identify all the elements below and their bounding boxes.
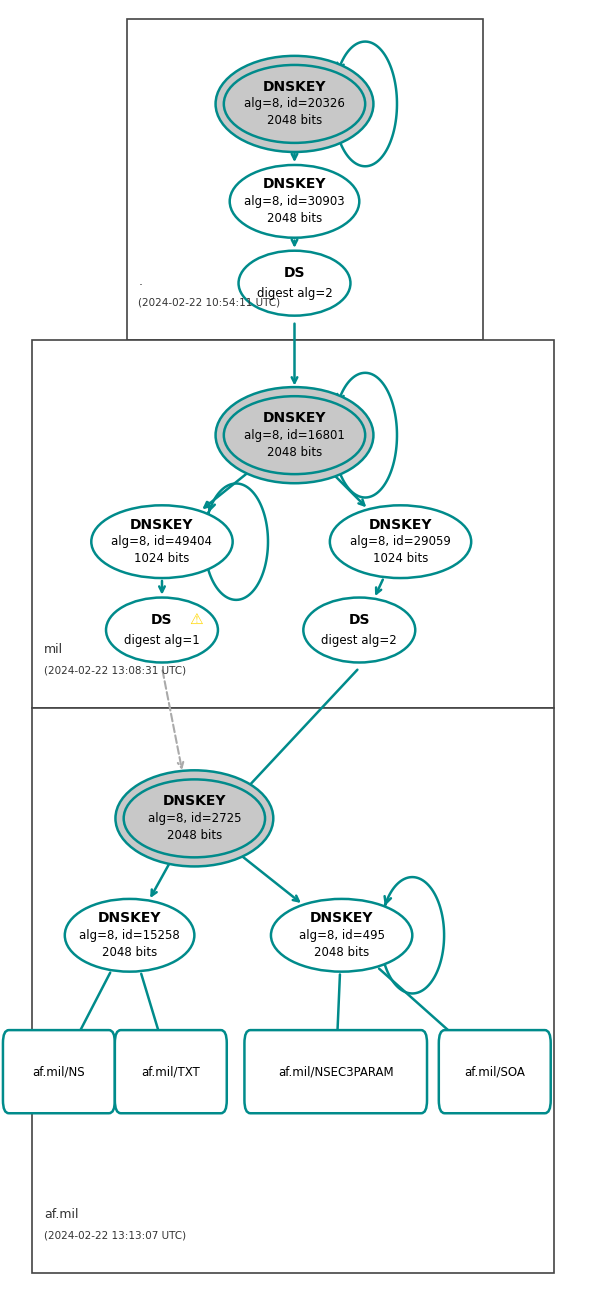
Text: digest alg=1: digest alg=1 — [124, 634, 200, 647]
Ellipse shape — [303, 598, 415, 662]
Text: DNSKEY: DNSKEY — [130, 518, 194, 531]
Ellipse shape — [65, 899, 194, 972]
Text: 2048 bits: 2048 bits — [267, 446, 322, 459]
Ellipse shape — [91, 505, 233, 578]
Text: DS: DS — [151, 613, 173, 626]
Ellipse shape — [216, 56, 373, 152]
Text: 1024 bits: 1024 bits — [134, 552, 190, 565]
Text: DNSKEY: DNSKEY — [263, 178, 326, 191]
Text: 2048 bits: 2048 bits — [167, 829, 222, 842]
Ellipse shape — [239, 251, 350, 316]
Text: 1024 bits: 1024 bits — [373, 552, 428, 565]
Ellipse shape — [230, 165, 359, 238]
Text: alg=8, id=2725: alg=8, id=2725 — [148, 812, 241, 825]
Text: DNSKEY: DNSKEY — [98, 912, 161, 925]
Text: af.mil/SOA: af.mil/SOA — [464, 1065, 525, 1078]
Text: alg=8, id=20326: alg=8, id=20326 — [244, 97, 345, 110]
Ellipse shape — [224, 65, 365, 143]
Text: mil: mil — [44, 643, 63, 656]
Text: (2024-02-22 10:54:11 UTC): (2024-02-22 10:54:11 UTC) — [138, 297, 280, 308]
Text: alg=8, id=49404: alg=8, id=49404 — [111, 535, 213, 548]
Ellipse shape — [224, 396, 365, 474]
Text: DNSKEY: DNSKEY — [369, 518, 432, 531]
FancyBboxPatch shape — [244, 1030, 427, 1113]
Text: digest alg=2: digest alg=2 — [322, 634, 397, 647]
FancyBboxPatch shape — [127, 19, 483, 340]
Text: alg=8, id=15258: alg=8, id=15258 — [79, 929, 180, 942]
FancyBboxPatch shape — [32, 708, 554, 1273]
Text: 2048 bits: 2048 bits — [102, 946, 157, 959]
Ellipse shape — [115, 770, 273, 866]
Ellipse shape — [124, 779, 265, 857]
Ellipse shape — [271, 899, 412, 972]
Text: DNSKEY: DNSKEY — [163, 795, 226, 808]
Text: af.mil: af.mil — [44, 1208, 79, 1221]
Text: af.mil/NSEC3PARAM: af.mil/NSEC3PARAM — [278, 1065, 393, 1078]
FancyBboxPatch shape — [115, 1030, 227, 1113]
Ellipse shape — [330, 505, 471, 578]
Text: DNSKEY: DNSKEY — [310, 912, 373, 925]
Text: 2048 bits: 2048 bits — [267, 114, 322, 127]
Text: 2048 bits: 2048 bits — [314, 946, 369, 959]
FancyBboxPatch shape — [439, 1030, 551, 1113]
Text: alg=8, id=29059: alg=8, id=29059 — [350, 535, 451, 548]
Text: 2048 bits: 2048 bits — [267, 212, 322, 225]
Text: alg=8, id=495: alg=8, id=495 — [299, 929, 385, 942]
Text: digest alg=2: digest alg=2 — [257, 287, 332, 300]
Text: af.mil/TXT: af.mil/TXT — [141, 1065, 200, 1078]
Text: alg=8, id=16801: alg=8, id=16801 — [244, 429, 345, 442]
FancyBboxPatch shape — [3, 1030, 115, 1113]
Text: DS: DS — [284, 266, 305, 279]
Text: DNSKEY: DNSKEY — [263, 81, 326, 94]
Text: (2024-02-22 13:13:07 UTC): (2024-02-22 13:13:07 UTC) — [44, 1230, 186, 1241]
FancyBboxPatch shape — [32, 340, 554, 708]
Text: DS: DS — [349, 613, 370, 626]
Text: af.mil/NS: af.mil/NS — [32, 1065, 85, 1078]
Ellipse shape — [106, 598, 218, 662]
Text: .: . — [138, 275, 143, 288]
Text: (2024-02-22 13:08:31 UTC): (2024-02-22 13:08:31 UTC) — [44, 665, 186, 675]
Text: ⚠: ⚠ — [188, 612, 203, 627]
Text: alg=8, id=30903: alg=8, id=30903 — [244, 195, 345, 208]
Text: DNSKEY: DNSKEY — [263, 412, 326, 425]
Ellipse shape — [216, 387, 373, 483]
